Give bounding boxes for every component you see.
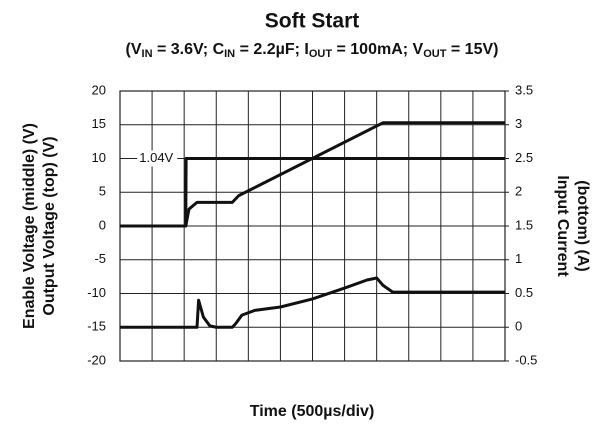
subtitle-part: IN [224,48,235,60]
subtitle-part: OUT [423,48,447,60]
y2-tick-label: 3 [515,116,522,131]
x-axis-label: Time (500µs/div) [250,403,375,420]
y-tick-label: -5 [94,251,106,266]
subtitle-part: OUT [309,48,333,60]
trace [120,157,505,228]
chart-subtitle: (VIN = 3.6V; CIN = 2.2µF; IOUT = 100mA; … [126,41,499,60]
y-tick-label: -20 [87,352,106,367]
subtitle-part: = 100mA; V [332,41,423,58]
subtitle-part: (V [126,41,142,58]
y2-tick-label: 2.5 [515,150,533,165]
annotation-bg [137,150,178,167]
y-tick-label: 15 [92,116,106,131]
y-tick-label: 0 [99,217,106,232]
y-tick-label: 20 [92,82,106,97]
y2-tick-label: 3.5 [515,82,533,97]
y2-tick-label: 2 [515,184,522,199]
y-tick-label: -10 [87,285,106,300]
y-axis-label: Output Voltage (top) (V) [41,136,58,315]
y2-tick-label: 0 [515,319,522,334]
y2-axis-label: Input Current [554,175,571,277]
subtitle-part: = 15V) [446,41,498,58]
annotation: 1.04V [139,150,173,165]
y2-tick-label: 0.5 [515,285,533,300]
y2-axis-label: (bottom) (A) [574,180,591,272]
y2-tick-label: 1.5 [515,217,533,232]
y-tick-label: -15 [87,319,106,334]
y-axis-label: Enable Voltage (middle) (V) [21,123,38,329]
y2-tick-label: -0.5 [515,352,537,367]
subtitle-part: = 2.2µF; I [235,41,309,58]
subtitle-part: = 3.6V; C [153,41,225,58]
subtitle-part: IN [142,48,153,60]
y-tick-label: 5 [99,184,106,199]
y2-tick-label: 1 [515,251,522,266]
y-tick-label: 10 [92,150,106,165]
chart-title: Soft Start [265,10,360,33]
trace [120,276,505,329]
